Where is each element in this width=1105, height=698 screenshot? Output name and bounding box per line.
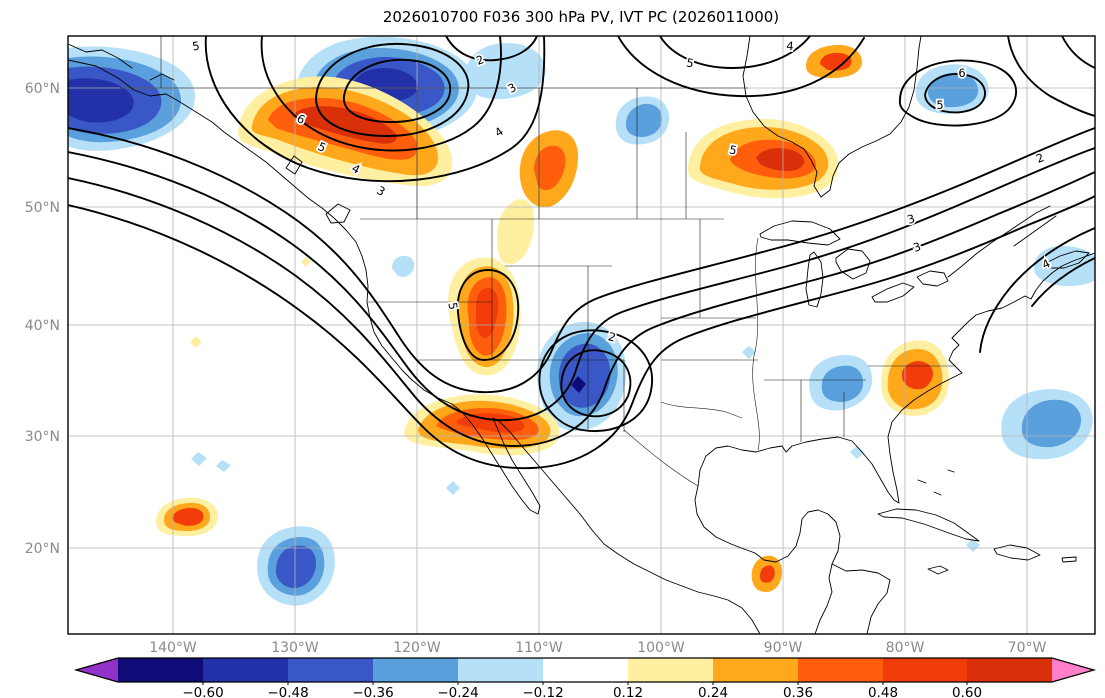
anomaly-negative-nwt bbox=[465, 42, 546, 100]
colorbar-tick-label: −0.60 bbox=[182, 685, 223, 698]
coastline-alaska-inlets bbox=[68, 43, 133, 69]
contour-label: 4 bbox=[786, 39, 795, 54]
anomaly-negative-saskatchewan bbox=[615, 96, 670, 145]
contour-label: 6 bbox=[958, 66, 965, 80]
y-tick-label: 30°N bbox=[25, 429, 60, 445]
x-tick-label: 110°W bbox=[515, 640, 563, 656]
contour-label: 3 bbox=[911, 239, 922, 255]
lake-michigan bbox=[805, 251, 824, 308]
colorbar-outline bbox=[73, 657, 1097, 683]
anomaly-positive-hudson-east bbox=[806, 44, 862, 78]
coastlines-layer bbox=[68, 36, 1095, 634]
colorbar-tick-label: −0.12 bbox=[522, 685, 563, 698]
y-tick-label: 60°N bbox=[25, 81, 60, 97]
coastline-pacific bbox=[68, 59, 761, 634]
anomaly-positive-central-america bbox=[751, 555, 782, 592]
colorbar-tick-label: 0.48 bbox=[868, 685, 898, 698]
lake-superior bbox=[759, 220, 841, 246]
y-tick-label: 50°N bbox=[25, 200, 60, 216]
anomaly-positive-east-coast bbox=[881, 340, 950, 416]
x-tick-label: 120°W bbox=[393, 640, 441, 656]
y-axis-ticks: 60°N 50°N 40°N 30°N 20°N bbox=[25, 81, 60, 557]
lake-erie bbox=[871, 282, 915, 303]
x-tick-label: 130°W bbox=[271, 640, 319, 656]
colorbar-extend-right bbox=[1052, 658, 1094, 682]
map-frame bbox=[67, 35, 1096, 635]
colorbar-segment bbox=[713, 658, 798, 682]
colorbar-extend-left bbox=[76, 658, 118, 682]
colorbar-segment bbox=[288, 658, 373, 682]
colorbar-tick-label: 0.36 bbox=[783, 685, 813, 698]
x-tick-label: 90°W bbox=[764, 640, 803, 656]
lake-ontario bbox=[916, 270, 949, 287]
island-cuba bbox=[877, 508, 980, 542]
colorbar-tick-label: 0.60 bbox=[952, 685, 982, 698]
contour-label: 3 bbox=[374, 183, 387, 199]
nova-scotia bbox=[1045, 250, 1090, 269]
contour-label: 3 bbox=[905, 211, 916, 227]
x-axis-ticks: 140°W 130°W 120°W 110°W 100°W 90°W 80°W … bbox=[149, 640, 1046, 656]
colorbar-segment bbox=[373, 658, 458, 682]
x-tick-label: 140°W bbox=[149, 640, 197, 656]
lake-huron bbox=[835, 248, 871, 280]
islands-bahamas bbox=[917, 469, 955, 496]
y-tick-label: 40°N bbox=[25, 318, 60, 334]
colorbar-segment bbox=[118, 658, 203, 682]
colorbar-segment bbox=[458, 658, 543, 682]
colorbar-tick-label: 0.12 bbox=[613, 685, 643, 698]
anomaly-negative-southeast-us bbox=[809, 354, 873, 411]
coastline-hudson-bay bbox=[742, 36, 922, 198]
colorbar-ticks bbox=[202, 682, 968, 685]
island-hispaniola bbox=[993, 544, 1041, 561]
anomaly-positive-four-corners bbox=[448, 257, 521, 376]
colorbar: −0.60 −0.48 −0.36 −0.24 −0.12 0.12 0.24 … bbox=[73, 657, 1097, 698]
colorbar-labels: −0.60 −0.48 −0.36 −0.24 −0.12 0.12 0.24 … bbox=[182, 685, 982, 698]
anomaly-negative-tropical-pacific bbox=[257, 526, 335, 606]
chart-title: 2026010700 F036 300 hPa PV, IVT PC (2026… bbox=[383, 8, 779, 26]
anomaly-negative-gulf-of-alaska bbox=[68, 46, 195, 151]
anomaly-positive-southwest bbox=[404, 394, 560, 456]
contour-label: 2 bbox=[1034, 150, 1046, 166]
x-tick-label: 100°W bbox=[637, 640, 685, 656]
anomaly-positive-hudson-west bbox=[688, 118, 839, 199]
colorbar-segment bbox=[967, 658, 1052, 682]
contour-label: 4 bbox=[492, 124, 506, 140]
colorbar-segment bbox=[798, 658, 883, 682]
colorbar-tick-label: 0.24 bbox=[698, 685, 728, 698]
island-jamaica bbox=[927, 565, 949, 575]
shading-layer bbox=[68, 36, 1095, 606]
anomaly-negative-maritimes bbox=[1034, 246, 1095, 287]
colorbar-tick-label: −0.36 bbox=[352, 685, 393, 698]
small-negative-spots bbox=[191, 255, 980, 552]
coastline-atlantic bbox=[697, 252, 1095, 504]
x-tick-label: 80°W bbox=[886, 640, 925, 656]
anomaly-positive-pacific-spot bbox=[156, 497, 218, 536]
island-puerto-rico bbox=[1061, 556, 1077, 563]
contour-label: 5 bbox=[191, 39, 200, 54]
colorbar-segment bbox=[628, 658, 713, 682]
contour-label: 5 bbox=[936, 98, 943, 112]
contour-label: 5 bbox=[685, 55, 695, 70]
anomaly-positive-saskatchewan bbox=[496, 130, 578, 264]
anomaly-negative-southern-plains bbox=[536, 321, 627, 431]
colorbar-segment bbox=[203, 658, 288, 682]
coastline-belize bbox=[814, 563, 833, 634]
colorbar-segment bbox=[543, 658, 628, 682]
anomaly-negative-west-atlantic bbox=[1001, 389, 1093, 460]
colorbar-tick-label: −0.48 bbox=[267, 685, 308, 698]
coastline-alaska-inlets2 bbox=[149, 73, 175, 81]
small-positive-spots bbox=[190, 257, 311, 348]
y-tick-label: 20°N bbox=[25, 541, 60, 557]
colorbar-segment bbox=[883, 658, 967, 682]
st-lawrence-north-shore bbox=[1013, 215, 1057, 247]
x-tick-label: 70°W bbox=[1008, 640, 1047, 656]
contour-layer bbox=[68, 36, 1095, 470]
colorbar-tick-label: −0.24 bbox=[437, 685, 478, 698]
island-haida-gwaii bbox=[285, 155, 303, 175]
island-vancouver bbox=[325, 203, 351, 224]
coastline-gulf-mexico bbox=[694, 485, 891, 634]
